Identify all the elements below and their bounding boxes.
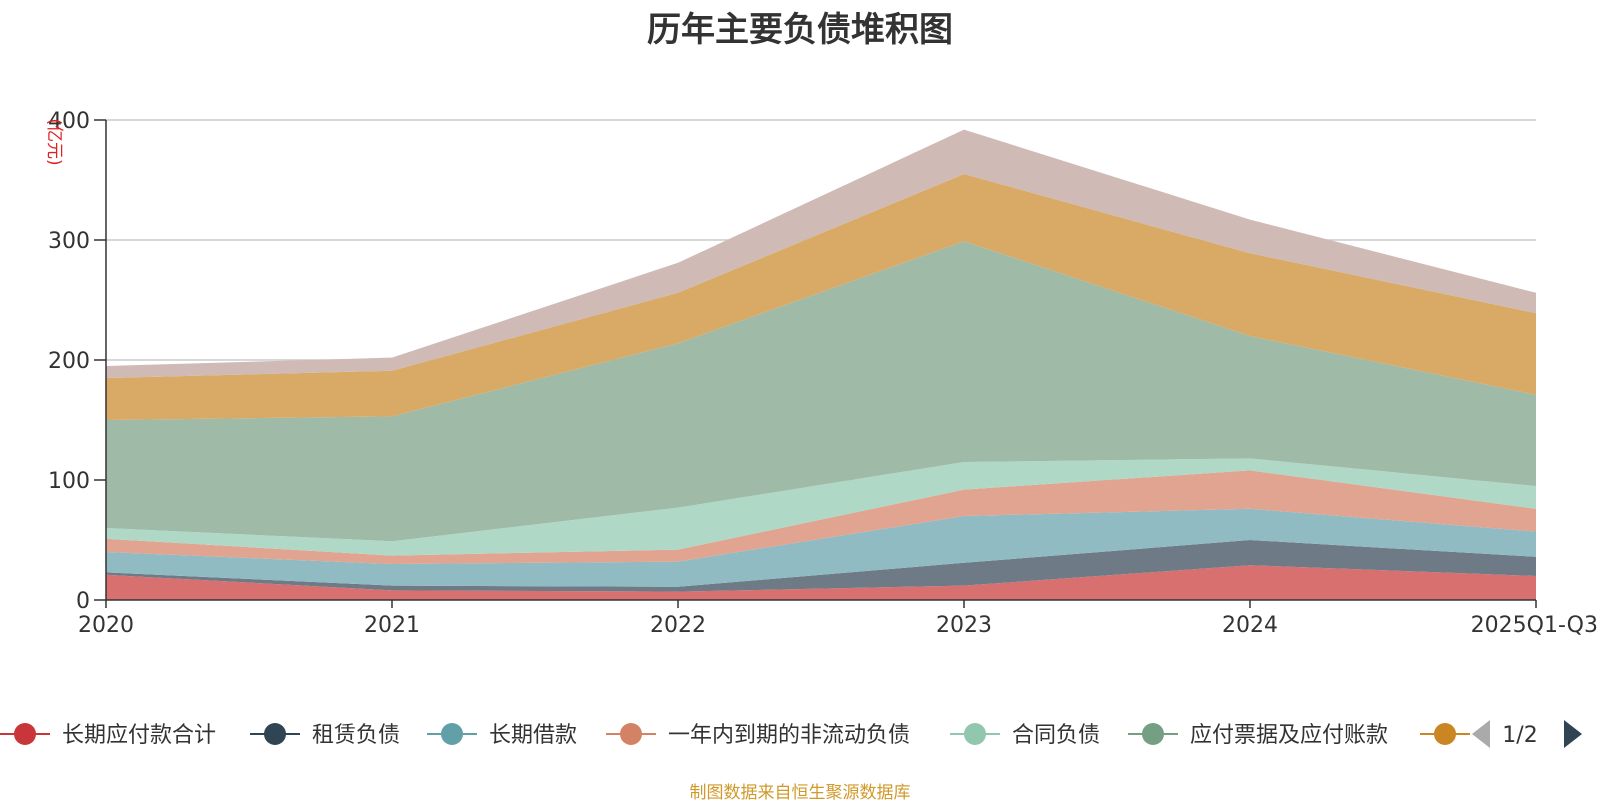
legend-item[interactable]: 应付票据及应付账款 (1128, 723, 1388, 748)
legend-marker-icon (264, 723, 286, 745)
legend-item[interactable]: 一年内到期的非流动负债 (606, 723, 910, 748)
x-tick-label: 2022 (650, 613, 706, 638)
legend-item[interactable] (1420, 723, 1470, 745)
legend-label: 合同负债 (1012, 723, 1100, 748)
y-tick-label: 400 (48, 109, 90, 134)
area-series-2 (106, 540, 1536, 592)
y-tick-label: 0 (76, 589, 90, 614)
legend-label: 一年内到期的非流动负债 (668, 723, 910, 748)
x-tick-label: 2025Q1-Q3 (1471, 613, 1598, 638)
source-note: 制图数据来自恒生聚源数据库 (689, 783, 911, 803)
legend-pager: 1/2 (1472, 720, 1582, 748)
x-tick-label: 2023 (936, 613, 992, 638)
area-series-5 (106, 458, 1536, 556)
legend[interactable]: 长期应付款合计 租赁负债 长期借款 一年内到期的非流动负债 合同负债 应付票据及应付账款 (0, 723, 1470, 748)
legend-label: 长期借款 (489, 723, 577, 748)
legend-item[interactable]: 长期借款 (427, 723, 577, 748)
legend-marker-icon (1142, 723, 1164, 745)
y-tick-label: 300 (48, 229, 90, 254)
y-axis-unit-label: (亿元) (44, 118, 64, 165)
chart-title: 历年主要负债堆积图 (647, 10, 953, 50)
legend-page-indicator: 1/2 (1502, 723, 1537, 748)
legend-item[interactable]: 合同负债 (950, 723, 1100, 748)
legend-label: 长期应付款合计 (62, 723, 216, 748)
legend-marker-icon (964, 723, 986, 745)
legend-next-icon[interactable] (1564, 720, 1582, 748)
legend-label: 租赁负债 (312, 723, 400, 748)
area-series-3 (106, 508, 1536, 587)
x-tick-label: 2021 (364, 613, 420, 638)
x-tick-label: 2020 (78, 613, 134, 638)
x-tick-label: 2024 (1222, 613, 1278, 638)
area-series-1 (106, 565, 1536, 600)
legend-item[interactable]: 租赁负债 (250, 723, 400, 748)
legend-prev-icon[interactable] (1472, 720, 1490, 748)
legend-label: 应付票据及应付账款 (1190, 723, 1388, 748)
legend-marker-icon (620, 723, 642, 745)
area-series (106, 129, 1536, 600)
y-tick-label: 100 (48, 469, 90, 494)
area-series-7 (106, 174, 1536, 420)
area-series-6 (106, 241, 1536, 542)
area-series-4 (106, 470, 1536, 564)
legend-marker-icon (1434, 723, 1456, 745)
y-tick-label: 200 (48, 349, 90, 374)
legend-marker-icon (441, 723, 463, 745)
axes: 0 100 200 300 400 2020 2021 2022 2023 2024 2025Q1-… (48, 109, 1598, 638)
legend-item[interactable]: 长期应付款合计 (0, 723, 216, 748)
legend-marker-icon (14, 723, 36, 745)
